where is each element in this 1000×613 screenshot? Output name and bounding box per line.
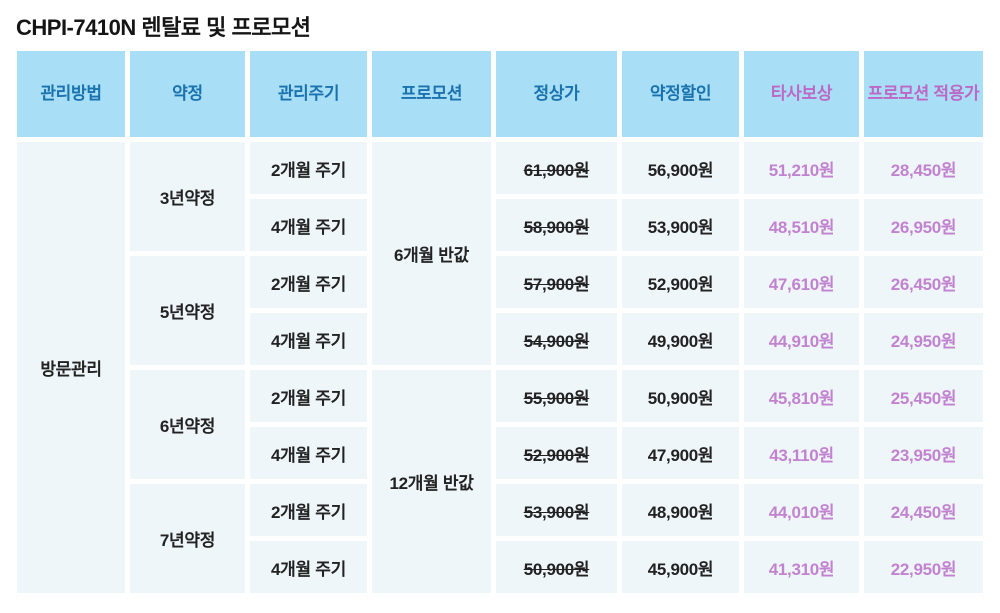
- cell-contract-discount: 50,900원: [622, 370, 739, 422]
- cell-normal-price: 52,900원: [496, 427, 617, 479]
- header-normal-price: 정상가: [496, 51, 617, 137]
- cell-contract-term: 6년약정: [130, 370, 245, 479]
- header-row: 관리방법 약정 관리주기 프로모션 정상가 약정할인 타사보상 프로모션 적용가: [17, 51, 983, 137]
- cell-management-cycle: 4개월 주기: [250, 427, 367, 479]
- cell-contract-discount: 45,900원: [622, 541, 739, 593]
- cell-contract-discount: 47,900원: [622, 427, 739, 479]
- cell-normal-price: 58,900원: [496, 199, 617, 251]
- page: CHPI-7410N 렌탈료 및 프로모션 관리방법 약정 관리주기 프로모션 …: [12, 15, 988, 598]
- table-row: 5년약정 2개월 주기 57,900원 52,900원 47,610원 26,4…: [17, 256, 983, 365]
- cell-contract-discount: 56,900원: [622, 142, 739, 194]
- cell-competitor-reward: 41,310원: [744, 541, 859, 593]
- cell-management-cycle: 2개월 주기: [250, 370, 367, 422]
- cell-contract-discount: 48,900원: [622, 484, 739, 536]
- cell-management-method: 방문관리: [17, 142, 125, 593]
- cell-competitor-reward: 48,510원: [744, 199, 859, 251]
- page-title: CHPI-7410N 렌탈료 및 프로모션: [16, 15, 311, 40]
- cell-promotion: 12개월 반값: [372, 370, 491, 593]
- cell-promo-price: 28,450원: [864, 142, 983, 194]
- header-competitor-reward: 타사보상: [744, 51, 859, 137]
- cell-promo-price: 24,950원: [864, 313, 983, 365]
- cell-normal-price: 61,900원: [496, 142, 617, 194]
- cell-management-cycle: 2개월 주기: [250, 484, 367, 536]
- table-row: 6년약정 2개월 주기 12개월 반값 55,900원 50,900원 45,8…: [17, 370, 983, 593]
- cell-normal-price: 55,900원: [496, 370, 617, 422]
- cell-normal-price: 53,900원: [496, 484, 617, 536]
- cell-promo-price: 24,450원: [864, 484, 983, 536]
- header-management-method: 관리방법: [17, 51, 125, 137]
- rental-price-table: 관리방법 약정 관리주기 프로모션 정상가 약정할인 타사보상 프로모션 적용가…: [12, 46, 988, 598]
- header-contract-discount: 약정할인: [622, 51, 739, 137]
- cell-promo-price: 23,950원: [864, 427, 983, 479]
- table-row: 방문관리 3년약정 2개월 주기 6개월 반값 61,900원 56,900원 …: [17, 142, 983, 593]
- cell-contract-discount: 53,900원: [622, 199, 739, 251]
- cell-promo-price: 26,950원: [864, 199, 983, 251]
- cell-promo-price: 22,950원: [864, 541, 983, 593]
- header-contract-term: 약정: [130, 51, 245, 137]
- cell-promo-price: 25,450원: [864, 370, 983, 422]
- cell-competitor-reward: 44,010원: [744, 484, 859, 536]
- table-row: 4개월 주기 58,900원 53,900원 48,510원 26,950원: [17, 199, 983, 251]
- table-row: 7년약정 2개월 주기 53,900원 48,900원 44,010원 24,4…: [17, 484, 983, 593]
- cell-promo-price: 26,450원: [864, 256, 983, 308]
- cell-management-cycle: 4개월 주기: [250, 541, 367, 593]
- table-row: 4개월 주기 50,900원 45,900원 41,310원 22,950원: [17, 541, 983, 593]
- cell-management-cycle: 2개월 주기: [250, 142, 367, 194]
- cell-competitor-reward: 45,810원: [744, 370, 859, 422]
- cell-competitor-reward: 44,910원: [744, 313, 859, 365]
- cell-management-cycle: 4개월 주기: [250, 199, 367, 251]
- cell-competitor-reward: 51,210원: [744, 142, 859, 194]
- cell-management-cycle: 2개월 주기: [250, 256, 367, 308]
- header-promotion: 프로모션: [372, 51, 491, 137]
- cell-contract-term: 5년약정: [130, 256, 245, 365]
- cell-contract-term: 7년약정: [130, 484, 245, 593]
- cell-contract-discount: 52,900원: [622, 256, 739, 308]
- cell-normal-price: 54,900원: [496, 313, 617, 365]
- cell-contract-discount: 49,900원: [622, 313, 739, 365]
- cell-normal-price: 50,900원: [496, 541, 617, 593]
- table-row: 4개월 주기 52,900원 47,900원 43,110원 23,950원: [17, 427, 983, 479]
- table-row: 4개월 주기 54,900원 49,900원 44,910원 24,950원: [17, 313, 983, 365]
- cell-competitor-reward: 47,610원: [744, 256, 859, 308]
- cell-management-cycle: 4개월 주기: [250, 313, 367, 365]
- cell-contract-term: 3년약정: [130, 142, 245, 251]
- cell-promotion: 6개월 반값: [372, 142, 491, 365]
- cell-competitor-reward: 43,110원: [744, 427, 859, 479]
- cell-normal-price: 57,900원: [496, 256, 617, 308]
- header-promo-price: 프로모션 적용가: [864, 51, 983, 137]
- header-management-cycle: 관리주기: [250, 51, 367, 137]
